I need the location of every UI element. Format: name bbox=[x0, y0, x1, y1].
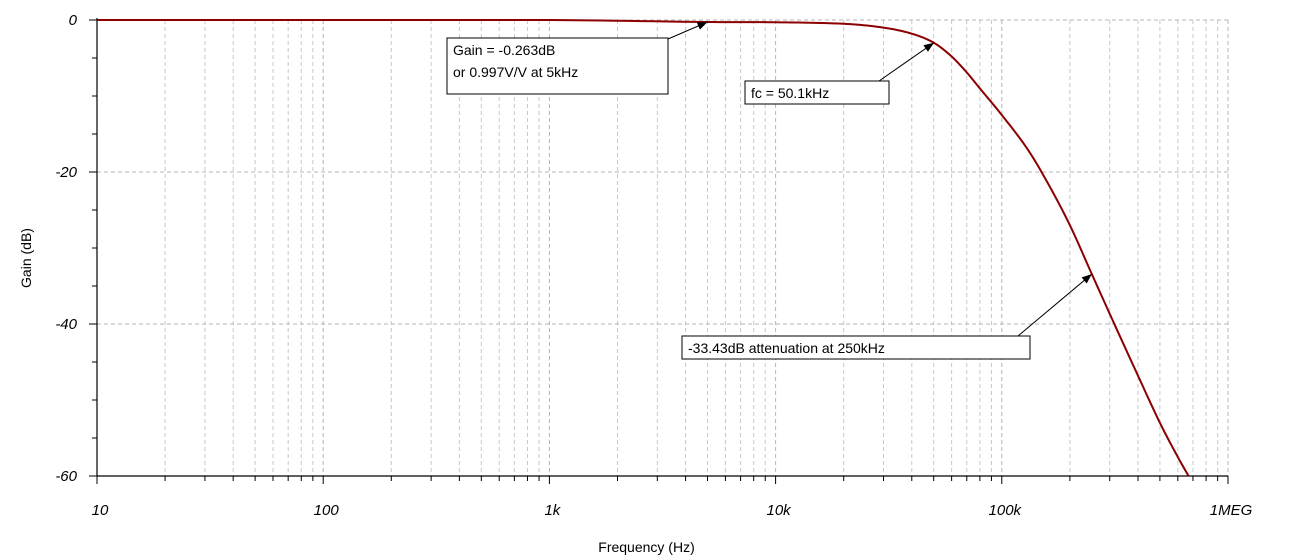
y-tick-label: 0 bbox=[69, 12, 78, 29]
annotation-1: Gain = -0.263dB or 0.997V/V at 5kHz bbox=[446, 21, 708, 95]
annotations: Gain = -0.263dB or 0.997V/V at 5kHz fc = 5… bbox=[446, 21, 1093, 360]
annotation-2: fc = 50.1kHz bbox=[744, 42, 935, 105]
x-tick-label: 10 bbox=[92, 502, 109, 519]
x-tick-label: 10k bbox=[767, 502, 793, 519]
annotation-box bbox=[681, 335, 1031, 360]
annotation-arrowhead bbox=[1081, 274, 1092, 284]
grid bbox=[96, 19, 1229, 477]
annotation-leader-line bbox=[1017, 273, 1093, 337]
axes bbox=[89, 18, 1229, 484]
gain-curve bbox=[97, 19, 1190, 477]
x-tick-label: 1k bbox=[544, 502, 561, 519]
annotation-box bbox=[744, 80, 890, 105]
annotation-leader-line bbox=[878, 42, 935, 82]
y-tick-label: -60 bbox=[55, 468, 77, 485]
annotation-box bbox=[446, 37, 669, 95]
x-tick-label: 100 bbox=[314, 502, 340, 519]
annotation-text: fc = 50.1kHz bbox=[751, 85, 829, 101]
series-layer bbox=[97, 19, 1190, 477]
annotation-text: -33.43dB attenuation at 250kHz bbox=[688, 340, 885, 356]
y-axis-label: Gain (dB) bbox=[18, 228, 34, 288]
x-axis-label: Frequency (Hz) bbox=[598, 539, 694, 555]
y-tick-label: -20 bbox=[55, 164, 77, 181]
annotation-text: or 0.997V/V at 5kHz bbox=[453, 64, 578, 80]
annotation-text: Gain = -0.263dB bbox=[453, 42, 555, 58]
annotation-arrowhead bbox=[696, 21, 708, 30]
x-tick-label: 100k bbox=[989, 502, 1023, 519]
annotation-3: -33.43dB attenuation at 250kHz bbox=[681, 273, 1093, 360]
x-tick-label: 1MEG bbox=[1210, 502, 1253, 519]
y-tick-label: -40 bbox=[55, 316, 77, 333]
axis-labels: 0 -20 -40 -60 10 100 1k 10k 100k 1MEG Frequency (H… bbox=[18, 12, 1253, 555]
annotation-arrowhead bbox=[923, 42, 934, 52]
